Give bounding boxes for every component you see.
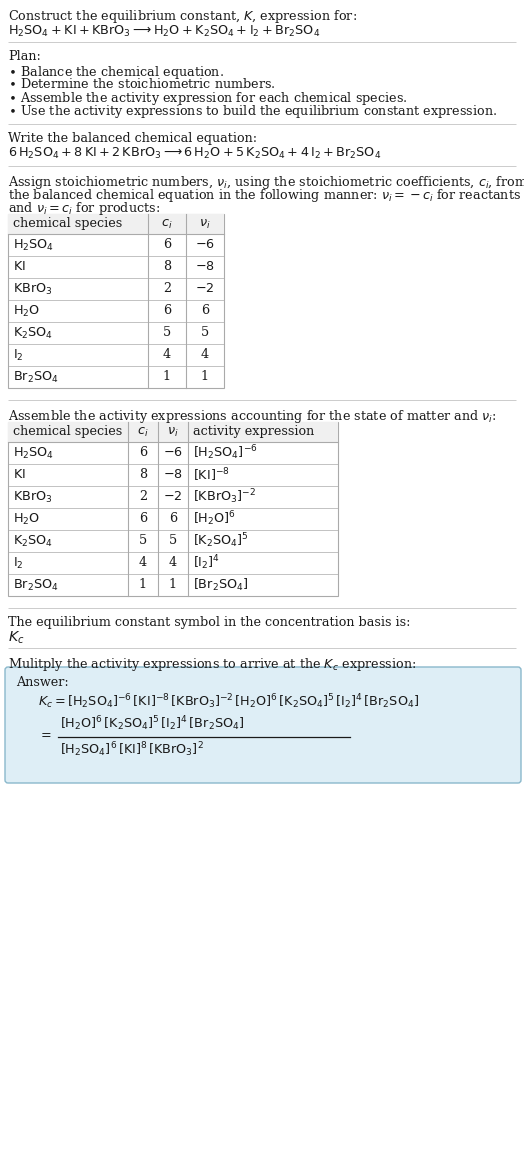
Text: $\mathrm{H_2O}$: $\mathrm{H_2O}$ [13,512,40,527]
Text: $\mathrm{KBrO_3}$: $\mathrm{KBrO_3}$ [13,490,52,505]
Text: The equilibrium constant symbol in the concentration basis is:: The equilibrium constant symbol in the c… [8,616,410,629]
Text: $[\mathrm{KI}]^{-8}$: $[\mathrm{KI}]^{-8}$ [193,466,230,484]
Text: Answer:: Answer: [16,676,69,688]
Text: $\nu_i$: $\nu_i$ [199,217,211,230]
Text: $\mathrm{H_2SO_4}$: $\mathrm{H_2SO_4}$ [13,237,54,252]
Text: $\bullet$ Assemble the activity expression for each chemical species.: $\bullet$ Assemble the activity expressi… [8,90,408,107]
Text: 5: 5 [139,535,147,548]
Text: $\mathrm{I_2}$: $\mathrm{I_2}$ [13,348,24,363]
Text: $[\mathrm{Br_2SO_4}]$: $[\mathrm{Br_2SO_4}]$ [193,577,248,593]
Text: $\bullet$ Balance the chemical equation.: $\bullet$ Balance the chemical equation. [8,64,224,81]
Text: 4: 4 [169,557,177,570]
Text: 1: 1 [201,371,209,384]
Text: 1: 1 [169,578,177,592]
Text: $-8$: $-8$ [163,469,183,481]
Text: 6: 6 [163,305,171,317]
Text: 1: 1 [139,578,147,592]
Bar [8,422,338,595]
Text: 6: 6 [169,513,177,526]
Text: $\mathrm{KBrO_3}$: $\mathrm{KBrO_3}$ [13,281,52,297]
Text: $c_i$: $c_i$ [137,426,149,438]
Text: $\mathrm{H_2SO_4}$: $\mathrm{H_2SO_4}$ [13,445,54,461]
Text: 6: 6 [163,238,171,251]
Text: Write the balanced chemical equation:: Write the balanced chemical equation: [8,131,257,145]
Text: $\mathrm{I_2}$: $\mathrm{I_2}$ [13,556,24,571]
Text: 5: 5 [201,327,209,340]
Text: $[\mathrm{KBrO_3}]^{-2}$: $[\mathrm{KBrO_3}]^{-2}$ [193,487,256,506]
Text: chemical species: chemical species [13,426,122,438]
Text: 4: 4 [201,349,209,362]
Text: chemical species: chemical species [13,217,122,230]
Text: $\mathrm{K_2SO_4}$: $\mathrm{K_2SO_4}$ [13,534,53,549]
Text: $\mathrm{KI}$: $\mathrm{KI}$ [13,469,26,481]
Text: Mulitply the activity expressions to arrive at the $K_c$ expression:: Mulitply the activity expressions to arr… [8,656,416,673]
FancyBboxPatch shape [5,668,521,783]
Text: $K_c$: $K_c$ [8,630,25,647]
Text: $K_c = [\mathrm{H_2SO_4}]^{-6}\,[\mathrm{KI}]^{-8}\,[\mathrm{KBrO_3}]^{-2}\,[\ma: $K_c = [\mathrm{H_2SO_4}]^{-6}\,[\mathrm… [38,692,419,711]
Text: $\nu_i$: $\nu_i$ [167,426,179,438]
Text: $-6$: $-6$ [195,238,215,251]
Text: Assign stoichiometric numbers, $\nu_i$, using the stoichiometric coefficients, $: Assign stoichiometric numbers, $\nu_i$, … [8,174,524,191]
Text: 6: 6 [201,305,209,317]
Text: 1: 1 [163,371,171,384]
Text: $=$: $=$ [38,727,52,740]
Text: 6: 6 [139,447,147,459]
Text: $\mathrm{KI}$: $\mathrm{KI}$ [13,261,26,273]
Text: $6\,\mathrm{H_2SO_4} + 8\,\mathrm{KI} + 2\,\mathrm{KBrO_3} \longrightarrow 6\,\m: $6\,\mathrm{H_2SO_4} + 8\,\mathrm{KI} + … [8,147,381,162]
Text: Plan:: Plan: [8,50,41,63]
Text: 5: 5 [163,327,171,340]
Text: 6: 6 [139,513,147,526]
Text: 4: 4 [139,557,147,570]
Text: the balanced chemical equation in the following manner: $\nu_i = -c_i$ for react: the balanced chemical equation in the fo… [8,187,521,204]
Text: $\mathrm{K_2SO_4}$: $\mathrm{K_2SO_4}$ [13,326,53,341]
Text: $[\mathrm{H_2O}]^{6}\,[\mathrm{K_2SO_4}]^{5}\,[\mathrm{I_2}]^{4}\,[\mathrm{Br_2S: $[\mathrm{H_2O}]^{6}\,[\mathrm{K_2SO_4}]… [60,714,244,733]
Text: $\mathrm{Br_2SO_4}$: $\mathrm{Br_2SO_4}$ [13,370,59,385]
Text: $[\mathrm{K_2SO_4}]^{5}$: $[\mathrm{K_2SO_4}]^{5}$ [193,531,249,550]
Text: $\mathrm{Br_2SO_4}$: $\mathrm{Br_2SO_4}$ [13,578,59,593]
Text: Construct the equilibrium constant, $K$, expression for:: Construct the equilibrium constant, $K$,… [8,8,357,24]
Text: $\bullet$ Use the activity expressions to build the equilibrium constant express: $\bullet$ Use the activity expressions t… [8,104,497,120]
Text: $[\mathrm{H_2SO_4}]^{-6}$: $[\mathrm{H_2SO_4}]^{-6}$ [193,443,258,463]
Text: 2: 2 [163,283,171,295]
Bar [8,214,224,234]
Text: $-8$: $-8$ [195,261,215,273]
Text: 8: 8 [163,261,171,273]
Text: 4: 4 [163,349,171,362]
Text: Assemble the activity expressions accounting for the state of matter and $\nu_i$: Assemble the activity expressions accoun… [8,408,497,424]
Bar [8,214,224,388]
Text: 2: 2 [139,491,147,504]
Text: $[\mathrm{H_2SO_4}]^{6}\,[\mathrm{KI}]^{8}\,[\mathrm{KBrO_3}]^{2}$: $[\mathrm{H_2SO_4}]^{6}\,[\mathrm{KI}]^{… [60,740,204,758]
Text: 8: 8 [139,469,147,481]
Text: $\mathrm{H_2SO_4 + KI + KBrO_3 \longrightarrow H_2O + K_2SO_4 + I_2 + Br_2SO_4}$: $\mathrm{H_2SO_4 + KI + KBrO_3 \longrigh… [8,24,320,40]
Text: 5: 5 [169,535,177,548]
Text: and $\nu_i = c_i$ for products:: and $\nu_i = c_i$ for products: [8,200,160,217]
Text: $\mathrm{H_2O}$: $\mathrm{H_2O}$ [13,304,40,319]
Text: $-2$: $-2$ [163,491,183,504]
Text: $\bullet$ Determine the stoichiometric numbers.: $\bullet$ Determine the stoichiometric n… [8,77,276,91]
Text: $[\mathrm{I_2}]^{4}$: $[\mathrm{I_2}]^{4}$ [193,554,220,572]
Text: $[\mathrm{H_2O}]^{6}$: $[\mathrm{H_2O}]^{6}$ [193,509,236,528]
Text: $-2$: $-2$ [195,283,215,295]
Bar [8,422,338,442]
Text: $-6$: $-6$ [163,447,183,459]
Text: $c_i$: $c_i$ [161,217,173,230]
Text: activity expression: activity expression [193,426,314,438]
